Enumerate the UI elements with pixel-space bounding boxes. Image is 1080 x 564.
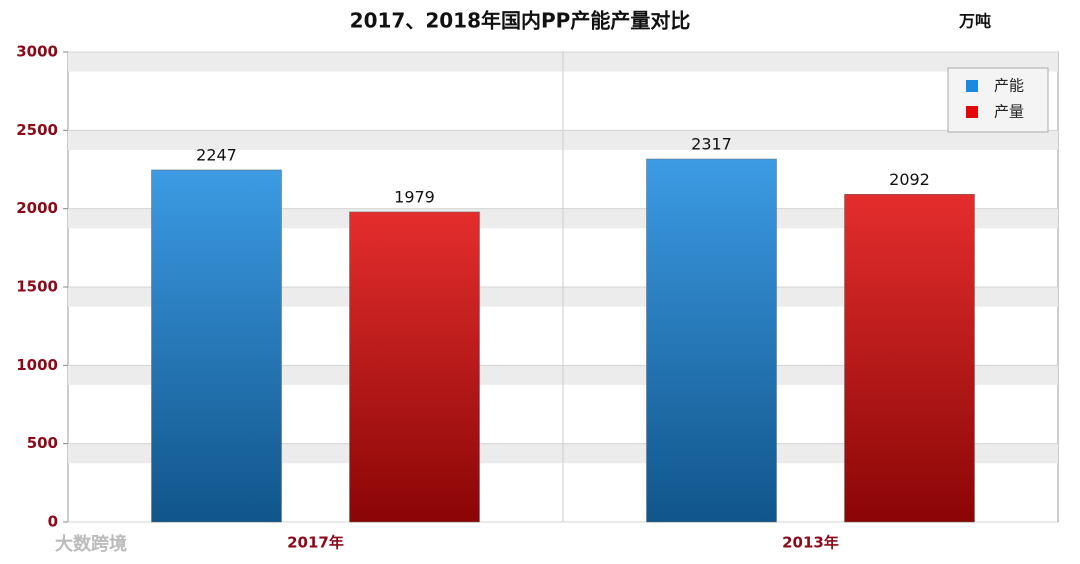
legend-label: 产量 — [994, 103, 1024, 121]
x-tick-label: 2013年 — [782, 534, 839, 552]
unit-label: 万吨 — [958, 12, 991, 31]
bar — [349, 211, 480, 523]
y-tick-label: 0 — [48, 513, 58, 531]
value-label: 1979 — [394, 187, 435, 206]
value-label: 2092 — [889, 170, 930, 189]
x-tick-label: 2017年 — [287, 534, 344, 552]
y-tick-label: 2000 — [16, 199, 58, 217]
bar — [646, 158, 777, 523]
watermark: 大数跨境 — [55, 533, 127, 555]
y-tick-label: 1500 — [16, 278, 58, 296]
y-tick-label: 2500 — [16, 121, 58, 139]
legend-box — [947, 67, 1049, 133]
chart-title: 2017、2018年国内PP产能产量对比 — [350, 9, 691, 33]
bar — [151, 169, 282, 523]
y-tick-label: 500 — [27, 434, 58, 452]
legend-swatch — [966, 106, 978, 118]
y-tick-label: 3000 — [16, 43, 58, 61]
bar — [844, 194, 975, 523]
legend-swatch — [966, 80, 978, 92]
value-label: 2247 — [196, 145, 237, 164]
value-label: 2317 — [691, 135, 732, 154]
legend-label: 产能 — [994, 77, 1024, 95]
y-tick-label: 1000 — [16, 356, 58, 374]
